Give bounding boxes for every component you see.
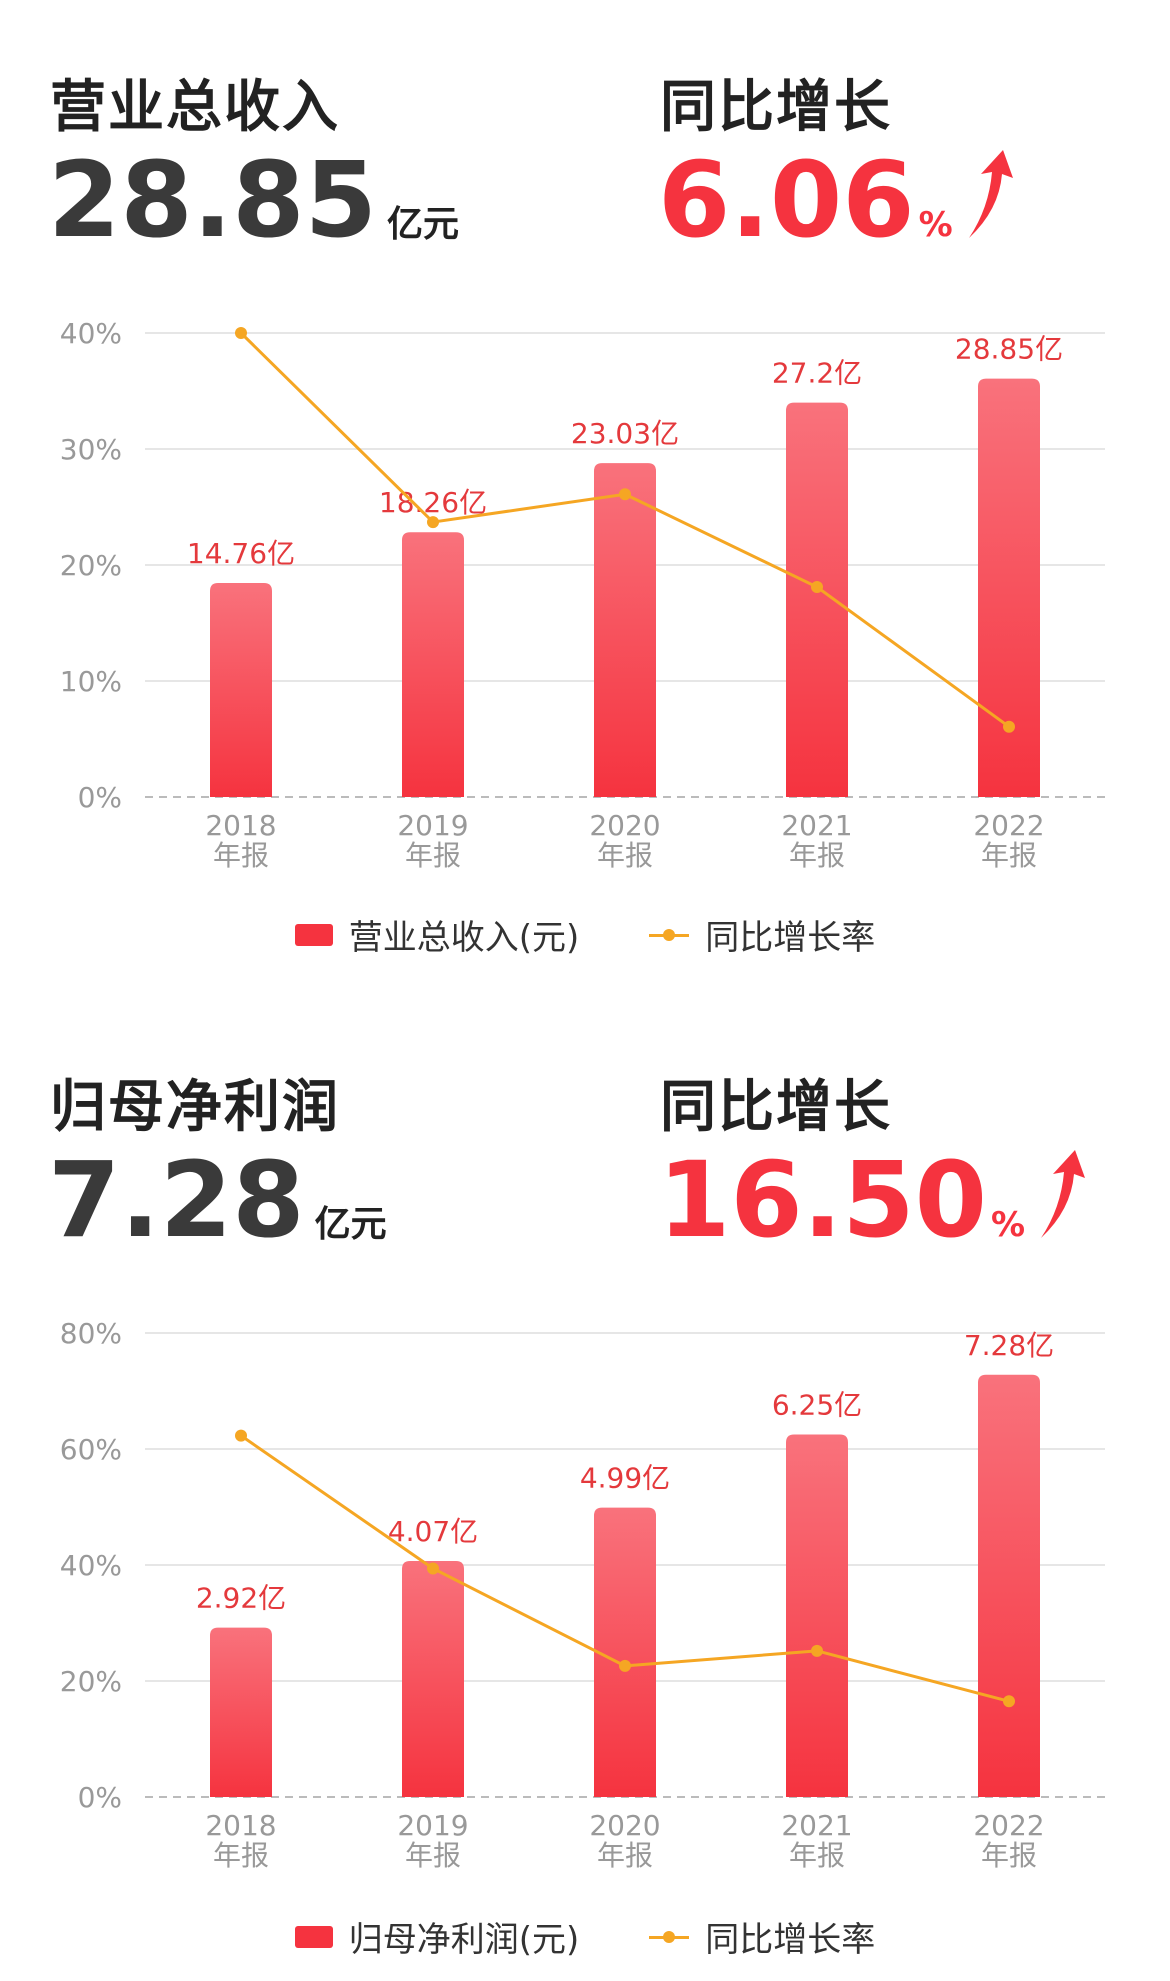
bar-data-label: 23.03亿 — [571, 417, 679, 450]
bar-data-label: 28.85亿 — [955, 333, 1063, 366]
profit-value: 7.28 亿元 — [48, 1148, 387, 1252]
revenue-growth-unit: % — [918, 205, 953, 245]
bar — [210, 582, 272, 797]
bar — [594, 1507, 656, 1797]
bar-data-label: 14.76亿 — [187, 537, 295, 570]
x-tick-label: 2018 — [205, 809, 276, 842]
revenue-growth-value: 6.06% — [658, 148, 1017, 252]
x-tick-label: 年报 — [789, 1839, 845, 1872]
revenue-panel: 营业总收入 28.85 亿元 同比增长 6.06% 0% 10% 20% 30% 40% 1… — [0, 0, 1170, 990]
x-tick-label: 年报 — [597, 1839, 653, 1872]
bar — [594, 463, 656, 797]
x-tick-label: 2020 — [589, 809, 660, 842]
x-tick-label: 2021 — [781, 1809, 852, 1842]
bar-data-label: 6.25亿 — [772, 1389, 862, 1422]
growth-point — [235, 327, 247, 339]
revenue-title: 营业总收入 — [50, 75, 340, 140]
profit-chart: 0% 20% 40% 60% 80% 2.92亿 4.07亿 4.99亿 6.25亿 7.28亿 2… — [60, 1317, 1105, 1872]
up-arrow-icon — [968, 150, 1013, 238]
revenue-unit: 亿元 — [386, 204, 459, 245]
y-tick-label: 0% — [78, 781, 122, 814]
revenue-growth-number: 6.06 — [658, 139, 915, 261]
growth-point — [235, 1429, 247, 1442]
legend-bar-swatch — [294, 1925, 333, 1948]
growth-point — [1003, 720, 1015, 733]
x-tick-label: 年报 — [597, 839, 653, 872]
legend-item-revenue: 营业总收入(元) — [294, 910, 580, 959]
profit-title: 归母净利润 — [50, 1075, 340, 1140]
bar — [786, 1434, 848, 1797]
bar — [402, 1560, 464, 1797]
y-tick-label: 20% — [60, 549, 122, 582]
growth-point — [811, 581, 823, 594]
legend-item-growth: 同比增长率 — [649, 910, 875, 959]
x-tick-label: 2021 — [781, 809, 852, 842]
bar-data-label: 27.2亿 — [772, 357, 862, 390]
x-tick-label: 年报 — [405, 1839, 461, 1872]
growth-point — [427, 1562, 439, 1575]
growth-point — [811, 1644, 823, 1657]
x-tick-label: 2022 — [973, 809, 1044, 842]
x-tick-label: 2019 — [397, 809, 468, 842]
revenue-chart: 0% 10% 20% 30% 40% 14.76亿 18.26亿 23.03亿 27.2亿 28.… — [60, 317, 1105, 872]
bar-data-label: 2.92亿 — [196, 1582, 286, 1615]
legend-item-profit: 归母净利润(元) — [294, 1912, 580, 1961]
x-tick-label: 年报 — [213, 839, 269, 872]
bar-data-label: 18.26亿 — [379, 486, 487, 519]
x-tick-label: 年报 — [405, 839, 461, 872]
x-tick-label: 年报 — [789, 839, 845, 872]
profit-growth-unit: % — [990, 1205, 1026, 1245]
bar — [978, 378, 1040, 797]
y-tick-label: 60% — [60, 1433, 122, 1466]
up-arrow-icon — [1041, 1150, 1086, 1238]
profit-unit: 亿元 — [314, 1204, 387, 1245]
profit-growth-value: 16.50% — [658, 1148, 1089, 1252]
growth-point — [1003, 1695, 1015, 1708]
profit-growth-title: 同比增长 — [660, 1075, 892, 1140]
legend-item-growth: 同比增长率 — [649, 1912, 875, 1961]
legend-line-label: 同比增长率 — [705, 1920, 876, 1960]
bar-data-label: 4.99亿 — [580, 1462, 670, 1495]
growth-point — [427, 516, 439, 529]
y-tick-label: 10% — [60, 665, 122, 698]
x-tick-label: 2022 — [973, 1809, 1044, 1842]
y-tick-label: 20% — [60, 1665, 122, 1698]
revenue-value-number: 28.85 — [48, 139, 377, 261]
x-tick-label: 2019 — [397, 1809, 468, 1842]
y-tick-label: 40% — [60, 317, 122, 350]
legend-line-swatch — [649, 1925, 690, 1949]
y-tick-label: 0% — [78, 1781, 122, 1814]
bar-data-label: 7.28亿 — [964, 1329, 1054, 1362]
x-tick-label: 年报 — [213, 1839, 269, 1872]
x-tick-label: 2020 — [589, 1809, 660, 1842]
legend-bar-swatch — [294, 923, 333, 946]
x-tick-label: 年报 — [981, 839, 1037, 872]
profit-legend: 归母净利润(元) 同比增长率 — [0, 1912, 1170, 1961]
bar-data-label: 4.07亿 — [388, 1515, 478, 1548]
legend-line-label: 同比增长率 — [705, 918, 876, 958]
bar — [978, 1374, 1040, 1797]
profit-panel: 归母净利润 7.28 亿元 同比增长 16.50% 0% 20% 40% 60% 80% 2… — [0, 1000, 1170, 1981]
revenue-legend: 营业总收入(元) 同比增长率 — [0, 910, 1170, 959]
y-tick-label: 30% — [60, 433, 122, 466]
y-tick-label: 40% — [60, 1549, 122, 1582]
profit-growth-number: 16.50 — [658, 1139, 987, 1261]
legend-bar-label: 营业总收入(元) — [348, 918, 580, 958]
revenue-growth-title: 同比增长 — [660, 75, 892, 140]
y-tick-label: 80% — [60, 1317, 122, 1350]
bar — [210, 1627, 272, 1797]
bar — [402, 532, 464, 797]
x-tick-label: 年报 — [981, 1839, 1037, 1872]
bar — [786, 402, 848, 797]
growth-point — [619, 488, 631, 501]
legend-bar-label: 归母净利润(元) — [348, 1920, 580, 1960]
legend-line-swatch — [649, 923, 690, 947]
profit-value-number: 7.28 — [48, 1139, 305, 1261]
revenue-value: 28.85 亿元 — [48, 148, 459, 252]
growth-point — [619, 1659, 631, 1672]
x-tick-label: 2018 — [205, 1809, 276, 1842]
